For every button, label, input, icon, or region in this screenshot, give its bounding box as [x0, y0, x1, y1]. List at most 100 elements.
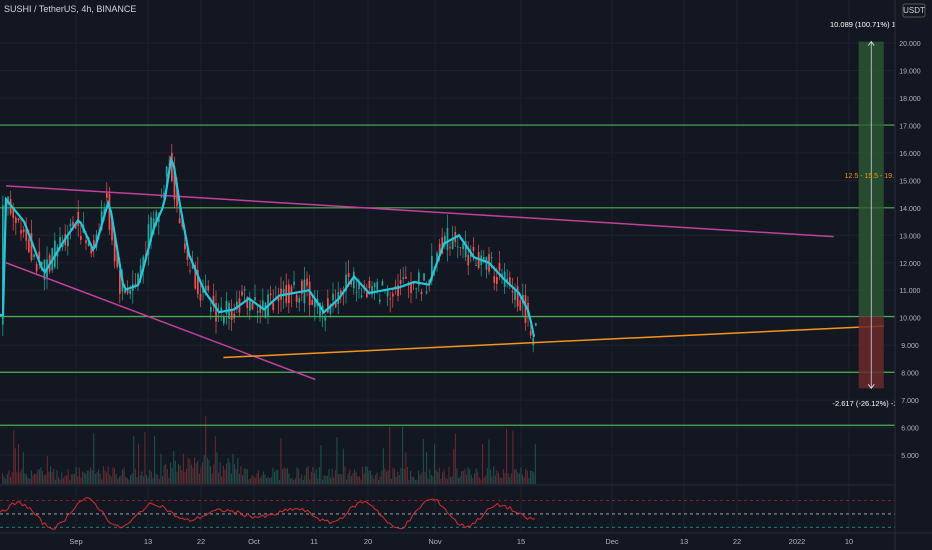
volume-bar: [138, 443, 140, 484]
candle-body: [126, 288, 129, 294]
volume-bar: [235, 469, 237, 484]
short-range-label: -2.617 (-26.12%) -2617: [832, 399, 910, 408]
volume-bar: [469, 469, 471, 484]
volume-bar: [120, 475, 122, 484]
volume-bar: [211, 473, 213, 484]
candle-body: [347, 273, 350, 278]
candle-body: [186, 248, 189, 260]
volume-bar: [94, 473, 96, 484]
volume-bar: [69, 479, 71, 484]
candle-body: [459, 247, 462, 248]
volume-bar: [269, 478, 271, 484]
volume-bar: [227, 458, 229, 484]
volume-bar: [341, 474, 343, 484]
candle-body: [30, 233, 33, 261]
time-tick-label: 15: [517, 537, 525, 546]
volume-bar: [467, 467, 469, 484]
volume-bar: [493, 466, 495, 484]
candle-body: [423, 273, 425, 281]
candle-body: [490, 257, 493, 259]
volume-bar: [482, 444, 484, 484]
volume-bar: [104, 470, 106, 484]
candle-body: [462, 243, 464, 250]
volume-bar: [77, 476, 79, 484]
candle-body: [176, 182, 178, 207]
volume-bar: [248, 479, 250, 484]
volume-bar: [106, 472, 108, 484]
volume-bar: [355, 472, 357, 484]
volume-bar: [296, 467, 298, 484]
volume-bar: [45, 474, 47, 484]
volume-bar: [195, 462, 197, 484]
volume-bar: [146, 475, 148, 484]
candle-body: [483, 257, 485, 262]
volume-bar: [298, 469, 300, 484]
price-tick-label: 12.000: [899, 261, 921, 268]
volume-bar: [96, 472, 98, 484]
volume-bar: [310, 471, 312, 484]
volume-bar: [350, 475, 352, 484]
volume-bar: [173, 451, 175, 484]
volume-bar: [478, 477, 480, 484]
volume-bar: [131, 473, 133, 484]
volume-bar: [238, 473, 240, 484]
candle-body: [17, 218, 20, 221]
volume-bar: [142, 476, 144, 484]
volume-bar: [144, 431, 146, 484]
volume-bar: [213, 464, 215, 484]
volume-bar: [438, 467, 440, 484]
volume-bar: [443, 468, 445, 484]
time-tick-label: Dec: [605, 537, 619, 546]
candle-body: [493, 276, 496, 283]
candle-body: [171, 152, 173, 181]
volume-bar: [110, 476, 112, 484]
volume-bar: [530, 470, 532, 484]
candle-body: [509, 277, 511, 286]
currency-badge: [902, 3, 926, 18]
volume-bar: [253, 476, 255, 484]
candle-body: [155, 211, 158, 225]
volume-bar: [32, 475, 34, 484]
volume-bar: [154, 435, 156, 484]
volume-bar: [128, 479, 130, 484]
volume-bar: [344, 466, 346, 484]
volume-bar: [272, 467, 274, 484]
volume-bar: [435, 469, 437, 484]
volume-bar: [24, 473, 26, 484]
volume-bar: [334, 470, 336, 484]
candle-body: [444, 235, 446, 246]
candle-body: [301, 280, 303, 294]
volume-bar: [152, 478, 154, 484]
candle-body: [137, 273, 139, 286]
candle-body: [272, 303, 275, 310]
volume-bar: [150, 471, 152, 484]
candle-body: [269, 293, 272, 296]
candle-body: [277, 297, 280, 301]
volume-bar: [418, 470, 420, 484]
candle-body: [397, 285, 399, 296]
volume-bar: [402, 426, 404, 484]
candle-body: [524, 295, 527, 323]
volume-bar: [339, 473, 341, 484]
volume-bar: [267, 476, 269, 484]
volume-bar: [320, 444, 322, 484]
volume-bar: [405, 452, 407, 484]
price-tick-label: 16.000: [899, 151, 921, 158]
down-arrow-icon: [867, 383, 875, 390]
support-trendline: [223, 325, 884, 359]
volume-bar: [136, 477, 138, 484]
price-tick-label: 8.000: [901, 371, 919, 378]
candle-body: [74, 224, 77, 229]
volume-bar: [66, 475, 68, 484]
candle-body: [251, 302, 254, 310]
candle-body: [173, 168, 176, 200]
candle-body: [20, 230, 22, 234]
volume-bar: [312, 467, 314, 484]
volume-bar: [408, 479, 410, 484]
volume-bar: [314, 472, 316, 484]
volume-bar: [318, 466, 320, 484]
lower-wedge-trendline: [5, 262, 316, 381]
candle-body: [254, 297, 256, 301]
volume-bar: [392, 467, 394, 484]
